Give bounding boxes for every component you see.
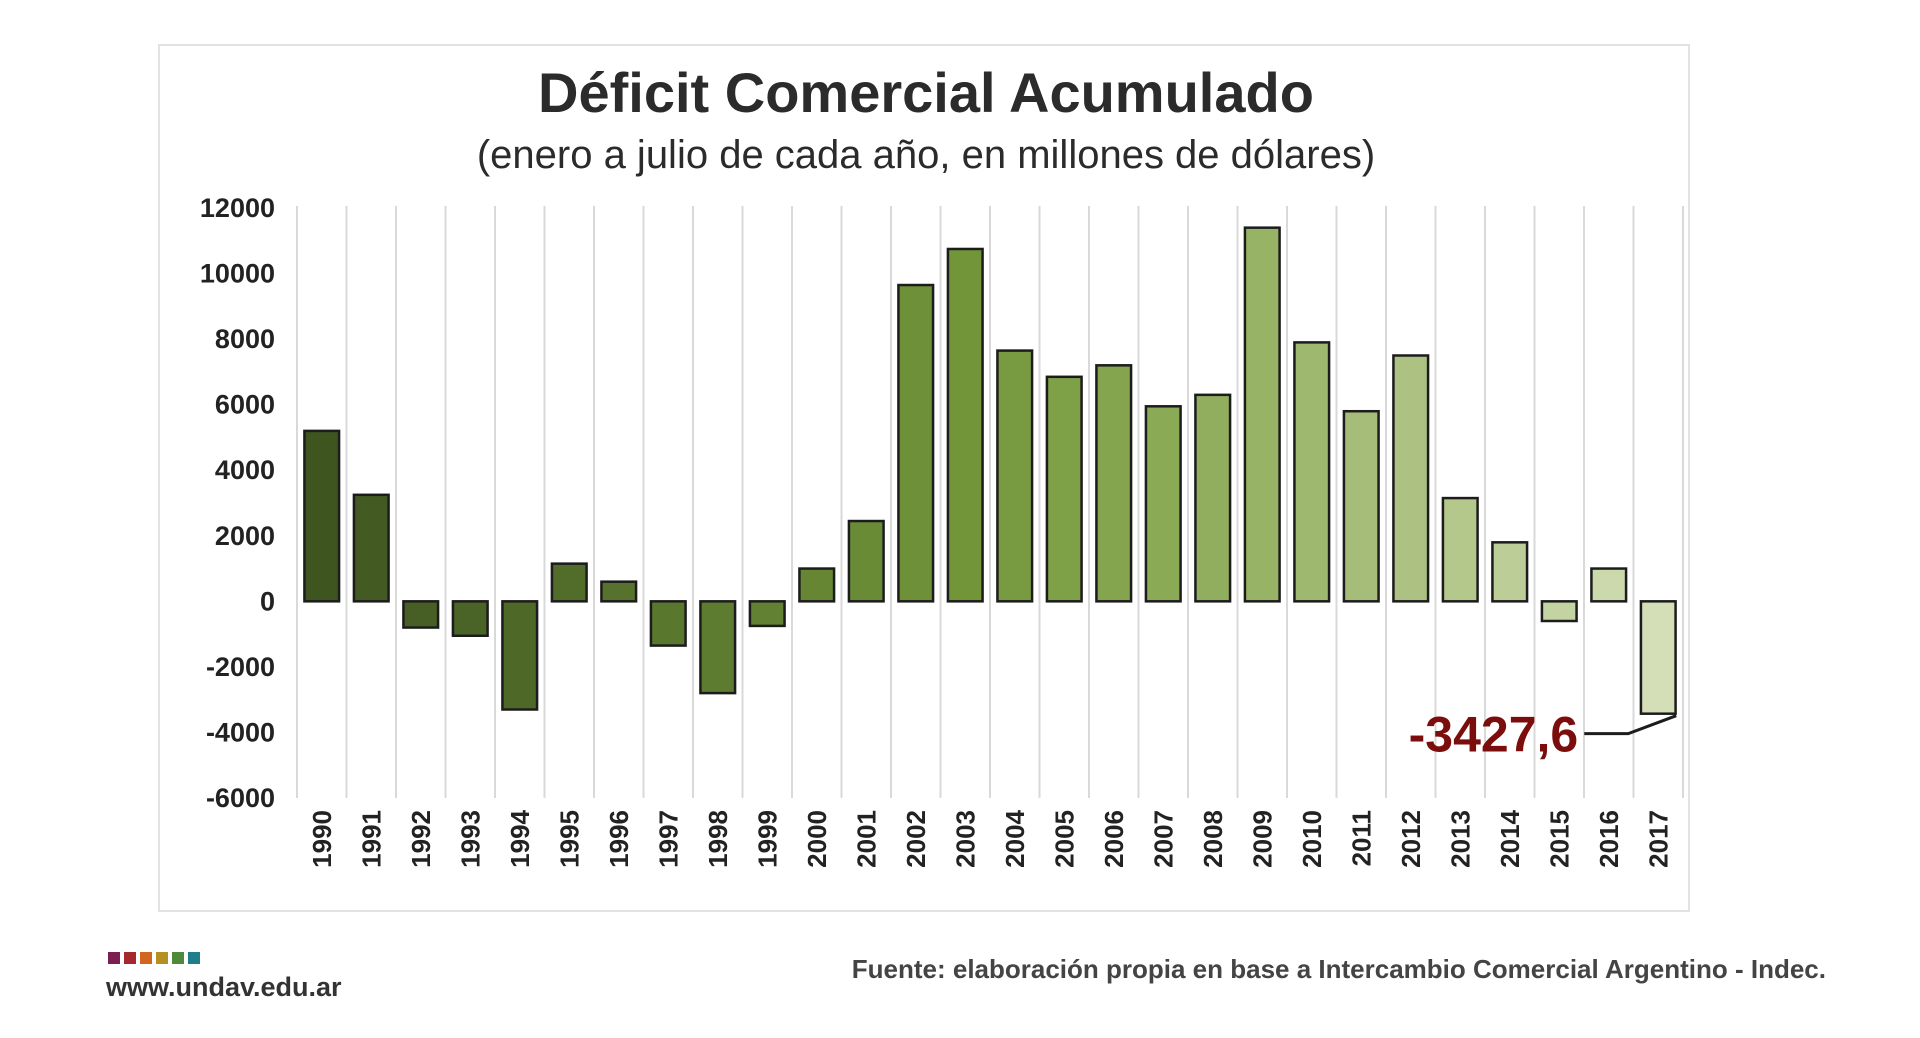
- logo-dot: [108, 952, 120, 964]
- bar-2008: [1194, 393, 1232, 603]
- x-tick-label: 2013: [1445, 810, 1475, 868]
- x-tick-label: 2008: [1198, 810, 1228, 868]
- x-tick-label: 1992: [406, 810, 436, 868]
- chart-frame: Déficit Comercial Acumulado (enero a jul…: [158, 44, 1690, 912]
- chart-subtitle: (enero a julio de cada año, en millones …: [477, 133, 1375, 177]
- logo-dot: [172, 952, 184, 964]
- x-tick-label: 1998: [703, 810, 733, 868]
- x-tick-label: 1999: [752, 810, 782, 868]
- x-tick-label: 1995: [554, 810, 584, 868]
- x-tick-label: 2006: [1099, 810, 1129, 868]
- y-axis-ticks: 12000 10000 8000 6000 4000 2000 0 -2000 -4000 -60…: [200, 193, 275, 813]
- bar-1991: [352, 493, 390, 603]
- x-tick-label: 2016: [1594, 810, 1624, 868]
- y-tick-label: 4000: [215, 455, 275, 485]
- bar-2001: [847, 519, 885, 603]
- grid-lines: [296, 206, 1684, 798]
- bar-1997: [649, 600, 687, 647]
- annotation-label: -3427,6: [1409, 707, 1579, 763]
- annotation-leader: [1584, 714, 1677, 736]
- x-tick-label: 1991: [356, 810, 386, 868]
- x-tick-label: 2009: [1247, 810, 1277, 868]
- source-note: Fuente: elaboración propia en base a Int…: [851, 954, 1826, 984]
- chart-title: Déficit Comercial Acumulado: [538, 61, 1314, 124]
- x-tick-label: 2001: [851, 810, 881, 868]
- bar-2005: [1045, 375, 1083, 603]
- bar-1999: [748, 600, 786, 628]
- site-url: www.undav.edu.ar: [106, 972, 342, 1002]
- x-tick-label: 2005: [1049, 810, 1079, 868]
- logo-dot: [124, 952, 136, 964]
- bar-2007: [1144, 405, 1182, 603]
- bar-2006: [1095, 364, 1133, 603]
- bar-2016: [1590, 567, 1628, 603]
- bar-2009: [1243, 226, 1281, 603]
- x-tick-label: 1997: [653, 810, 683, 868]
- x-tick-label: 2017: [1643, 810, 1673, 868]
- x-tick-label: 2002: [901, 810, 931, 868]
- annotation: -3427,6: [1409, 707, 1677, 763]
- bar-2004: [996, 349, 1034, 603]
- x-axis-ticks: 1990 1991 1992 1993 1994 1995 1996 1997 1998 1999…: [307, 809, 1674, 867]
- bar-2013: [1441, 496, 1479, 603]
- x-tick-label: 1990: [307, 810, 337, 868]
- bar-chart: Déficit Comercial Acumulado (enero a jul…: [200, 61, 1684, 868]
- x-tick-label: 2007: [1148, 810, 1178, 868]
- bar-2000: [798, 567, 836, 603]
- y-tick-label: 0: [260, 586, 275, 616]
- bar-2017: [1639, 600, 1677, 715]
- y-tick-label: 8000: [215, 324, 275, 354]
- logo-dot: [140, 952, 152, 964]
- x-tick-label: 2004: [1000, 809, 1030, 867]
- y-tick-label: 6000: [215, 390, 275, 420]
- bar-2012: [1392, 354, 1430, 603]
- bar-1995: [550, 562, 588, 603]
- bar-1992: [402, 600, 440, 629]
- bar-2014: [1491, 541, 1529, 603]
- x-tick-label: 1994: [505, 809, 535, 867]
- y-tick-label: 12000: [200, 193, 275, 223]
- x-tick-label: 2010: [1297, 810, 1327, 868]
- bar-1990: [303, 429, 341, 603]
- bar-1993: [451, 600, 489, 637]
- y-tick-label: 10000: [200, 259, 275, 289]
- bar-2015: [1540, 600, 1578, 623]
- x-tick-label: 1993: [455, 810, 485, 868]
- x-tick-label: 2014: [1495, 809, 1525, 867]
- y-tick-label: 2000: [215, 521, 275, 551]
- logo-dots: [108, 952, 200, 964]
- logo-dot: [156, 952, 168, 964]
- bar-1996: [600, 580, 638, 603]
- bar-2011: [1342, 409, 1380, 603]
- y-tick-label: -6000: [206, 783, 275, 813]
- bar-2002: [897, 283, 935, 603]
- y-tick-label: -4000: [206, 717, 275, 747]
- x-tick-label: 2000: [802, 810, 832, 868]
- logo-dot: [188, 952, 200, 964]
- x-tick-label: 2015: [1544, 810, 1574, 868]
- bars: [303, 226, 1677, 715]
- bar-2010: [1293, 341, 1331, 603]
- y-tick-label: -2000: [206, 652, 275, 682]
- bar-2003: [946, 247, 984, 603]
- x-tick-label: 2011: [1346, 810, 1376, 866]
- bar-1994: [501, 600, 539, 711]
- x-tick-label: 2012: [1396, 810, 1426, 868]
- x-tick-label: 1996: [604, 810, 634, 868]
- bar-1998: [699, 600, 737, 695]
- x-tick-label: 2003: [950, 810, 980, 868]
